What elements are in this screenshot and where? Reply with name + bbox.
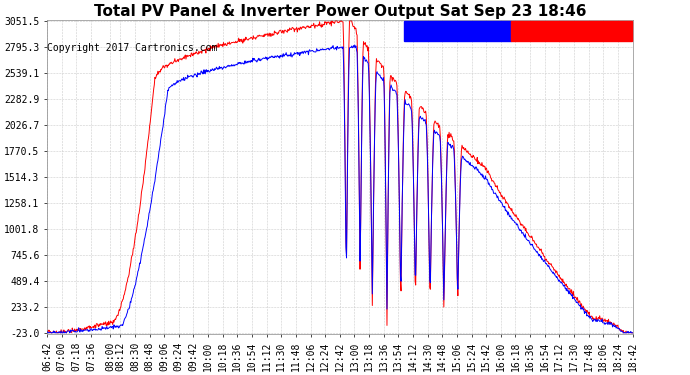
- Text: PV Panels (DC Watts): PV Panels (DC Watts): [515, 27, 622, 36]
- Text: Copyright 2017 Cartronics.com: Copyright 2017 Cartronics.com: [47, 43, 217, 53]
- Title: Total PV Panel & Inverter Power Output Sat Sep 23 18:46: Total PV Panel & Inverter Power Output S…: [94, 4, 586, 19]
- Text: Grid (AC Watts): Grid (AC Watts): [408, 27, 489, 36]
